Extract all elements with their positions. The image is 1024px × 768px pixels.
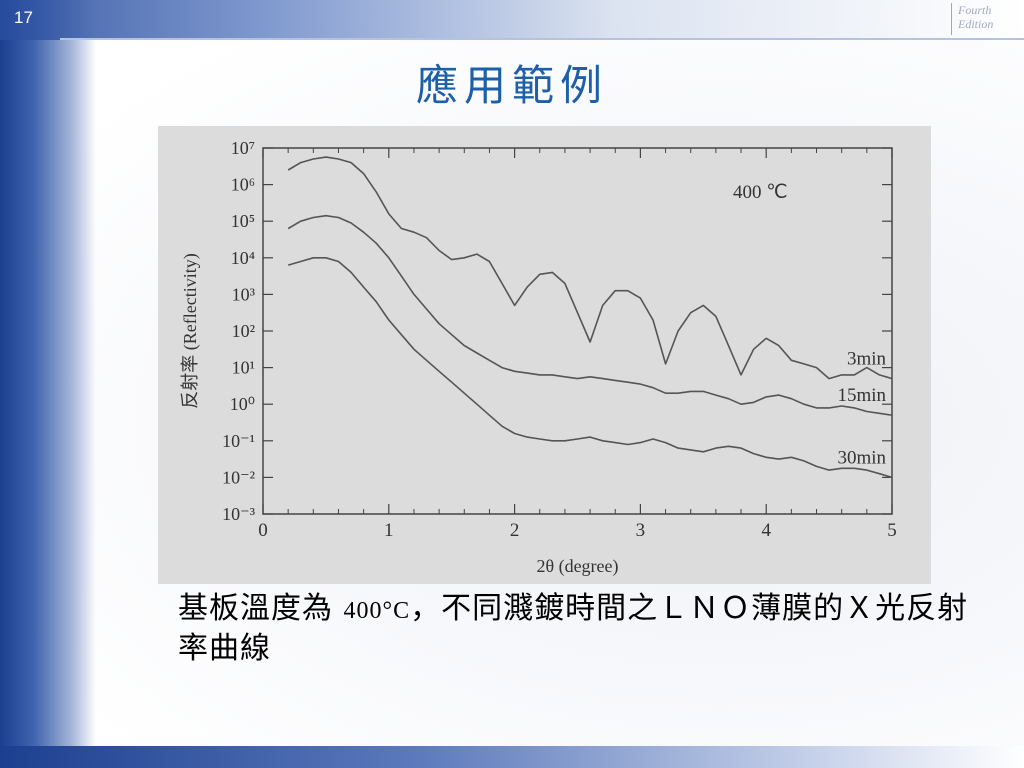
caption-suffix: ，不同濺鍍時間之ＬＮＯ薄膜的Ｘ光反射率曲線 [178,591,969,666]
y-tick-label: 10⁻³ [222,504,256,524]
text-labels: 0 1 2 3 4 5 10⁷ 10⁶ 10⁵ 10⁴ 10³ 10² 10¹ 10⁰ 10⁻¹ 10⁻² 10… [180,138,897,577]
y-tick-label: 10⁻² [222,467,255,487]
y-tick-label: 10⁵ [231,211,255,231]
caption-prefix: 基板溫度為 [178,591,333,626]
series-label-30min: 30min [837,447,886,468]
caption-formula: 400°C [343,598,411,624]
x-tick-label: 3 [636,520,646,541]
y-tick-label: 10⁻¹ [222,431,255,451]
y-tick-label: 10⁶ [231,175,255,195]
y-axis-title: 反射率 (Reflectivity) [180,253,201,408]
y-tick-label: 10⁷ [231,138,255,158]
slide-title: 應用範例 [415,61,608,110]
reflectivity-figure: 0 1 2 3 4 5 10⁷ 10⁶ 10⁵ 10⁴ 10³ 10² 10¹ 10⁰ 10⁻¹ 10⁻² 10… [158,126,931,584]
header-divider [60,38,1024,40]
x-tick-label: 2 [510,520,519,541]
x-tick-label: 5 [887,520,897,541]
top-decorative-band [0,0,1024,40]
y-tick-label: 10⁰ [230,394,255,414]
x-axis-title: 2θ (degree) [536,556,618,577]
series-label-15min: 15min [837,385,886,406]
reflectivity-chart: 0 1 2 3 4 5 10⁷ 10⁶ 10⁵ 10⁴ 10³ 10² 10¹ 10⁰ 10⁻¹ 10⁻² 10… [180,138,897,577]
y-tick-label: 10¹ [232,358,255,378]
slide-number: 17 [14,8,33,27]
y-tick-label: 10³ [232,284,256,304]
series-line-3min [287,156,893,380]
series-lines [287,156,893,479]
axis-ticks [262,147,893,515]
left-decorative-band [0,0,96,768]
y-tick-label: 10² [232,321,255,341]
series-label-3min: 3min [847,349,887,370]
series-line-30min [287,257,893,479]
x-tick-label: 4 [761,520,771,541]
x-tick-label: 1 [384,520,394,541]
temperature-annotation: 400 ℃ [733,182,788,203]
edition-label: Fourth Edition [951,3,1016,35]
figure-caption: 基板溫度為 400°C，不同濺鍍時間之ＬＮＯ薄膜的Ｘ光反射率曲線 [178,590,988,668]
bottom-decorative-band [0,746,1024,768]
y-tick-label: 10⁴ [231,248,255,268]
x-tick-label: 0 [258,520,268,541]
series-line-15min [287,214,893,416]
